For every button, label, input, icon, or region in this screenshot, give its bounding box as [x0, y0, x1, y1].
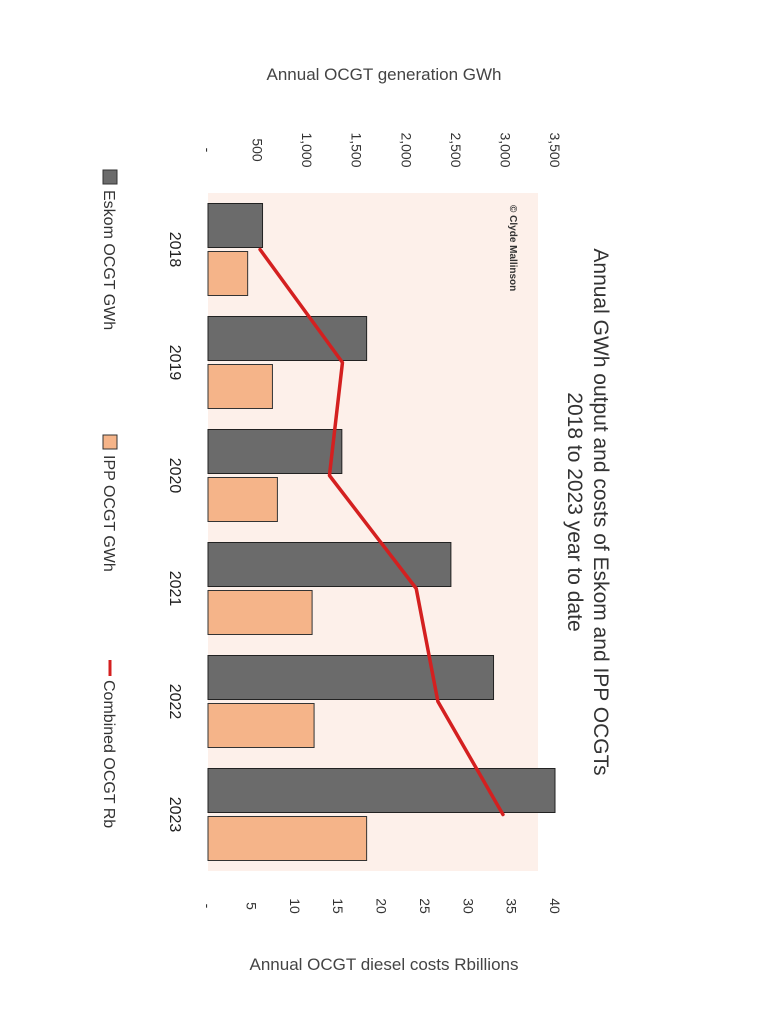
right-tick-label: 30 [460, 898, 476, 914]
right-tick-label: 40 [547, 898, 563, 914]
category-label-2022: 2022 [166, 684, 183, 720]
bar-eskom-2019 [207, 316, 368, 361]
left-tick-label: 1,500 [349, 132, 365, 167]
legend-item: IPP OCGT GWh [100, 434, 118, 572]
left-tick-label: - [200, 148, 216, 153]
bar-eskom-2020 [207, 429, 343, 474]
bar-group [207, 203, 556, 861]
bar-ipp-2023 [207, 816, 368, 861]
left-tick-label: 2,500 [448, 132, 464, 167]
line-group [258, 247, 505, 817]
right-tick-label: 10 [287, 898, 303, 914]
bar-eskom-2023 [207, 768, 556, 813]
category-label-2018: 2018 [166, 232, 183, 268]
legend-item: Eskom OCGT GWh [100, 169, 118, 330]
left-tick-label: 3,000 [497, 132, 513, 167]
right-tick-label: - [200, 904, 216, 909]
category-label-2023: 2023 [166, 797, 183, 833]
bar-eskom-2018 [207, 203, 264, 248]
left-axis-title: Annual OCGT generation GWh [267, 65, 502, 84]
left-tick-label: 500 [250, 138, 266, 162]
right-axis-ticks: - 5 10 15 20 25 30 35 40 [200, 898, 563, 914]
category-label-2019: 2019 [166, 345, 183, 381]
right-tick-label: 20 [374, 898, 390, 914]
bar-ipp-2020 [207, 477, 278, 522]
legend-label: IPP OCGT GWh [100, 455, 117, 572]
bar-ipp-2022 [207, 703, 315, 748]
right-axis-title: Annual OCGT diesel costs Rbillions [250, 955, 519, 974]
bar-eskom-2022 [207, 655, 495, 700]
legend-swatch [102, 169, 118, 185]
category-labels: 2018 2019 2020 2021 2022 2023 [166, 232, 183, 833]
legend-label: Combined OCGT Rb [100, 680, 117, 828]
chart-title-line-1: Annual GWh output and costs of Eskom and… [589, 248, 612, 775]
bar-eskom-2021 [207, 542, 452, 587]
chart-title: Annual GWh output and costs of Eskom and… [563, 248, 612, 775]
right-tick-label: 5 [243, 902, 259, 910]
bar-ipp-2021 [207, 590, 313, 635]
legend: Eskom OCGT GWh IPP OCGT GWh Combined OCGT … [100, 169, 118, 828]
left-tick-label: 1,000 [299, 132, 315, 167]
right-tick-label: 25 [417, 898, 433, 914]
bar-ipp-2019 [207, 364, 273, 409]
bar-ipp-2018 [207, 251, 249, 296]
left-axis-ticks: - 500 1,000 1,500 2,000 2,500 3,000 3,500 [200, 132, 563, 167]
category-label-2020: 2020 [166, 458, 183, 494]
legend-item: Combined OCGT Rb [100, 660, 117, 828]
legend-label: Eskom OCGT GWh [100, 190, 117, 330]
left-tick-label: 3,500 [547, 132, 563, 167]
chart-title-line-2: 2018 to 2023 year to date [563, 392, 586, 631]
line-combined-ocgt-rb [258, 247, 505, 817]
right-tick-label: 15 [330, 898, 346, 914]
left-tick-label: 2,000 [398, 132, 414, 167]
legend-swatch [102, 434, 118, 450]
watermark: © Clyde Mallinson [507, 205, 518, 291]
category-label-2021: 2021 [166, 571, 183, 607]
right-tick-label: 35 [504, 898, 520, 914]
